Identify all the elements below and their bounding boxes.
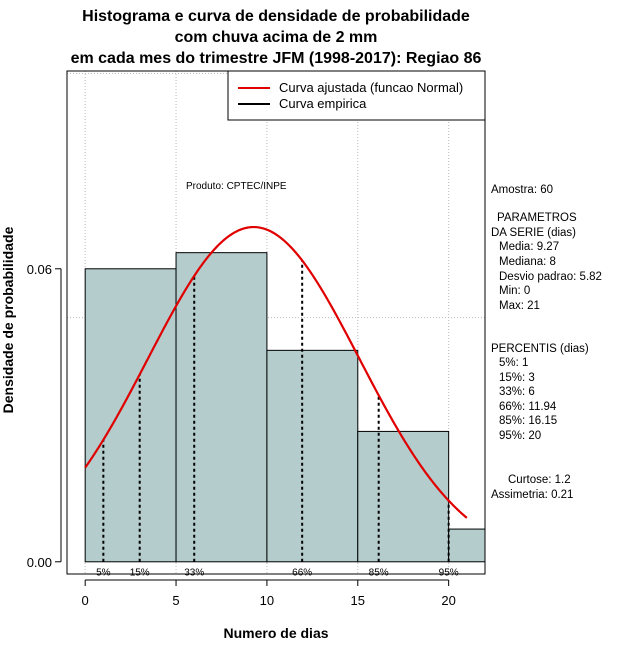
percentile-66: 66%: 11.94 [499,401,557,413]
param-median: Mediana: 8 [499,256,556,268]
histogram-bar [175,252,268,563]
legend-label-normal: Curva ajustada (funcao Normal) [279,80,463,95]
axes: 0 5 10 15 20 0.00 0.06 [27,262,456,608]
percentile-95: 95%: 20 [499,430,541,442]
x-tick-label: 15 [351,593,365,608]
y-tick-label: 0.06 [27,262,52,277]
percentile-33: 33%: 6 [499,386,535,398]
param-sd: Desvio padrao: 5.82 [499,271,602,283]
percentile-lines: 5% 15% 33% 66% 85% 95% [96,260,459,579]
x-tick-label: 0 [82,593,89,608]
histogram-bars [84,252,486,563]
percentile-label: 15% [130,568,150,579]
normal-curve-line [84,225,468,519]
percentile-5: 5%: 1 [499,357,528,369]
percentile-label: 95% [439,568,459,579]
x-axis-title: Numero de dias [223,625,328,641]
legend-box [227,70,486,121]
y-tick-label: 0.00 [27,555,52,570]
x-tick-label: 20 [441,593,455,608]
percentile-label: 85% [369,568,389,579]
percentile-label: 33% [184,568,204,579]
percentile-15: 15%: 3 [499,372,535,384]
histogram-bar [266,349,359,563]
percentis-title: PERCENTIS (dias) [491,343,589,355]
histogram-bar [357,430,450,563]
param-mean: Media: 9.27 [499,241,559,253]
chart-title-line-1: Histograma e curva de densidade de proba… [82,8,470,25]
side-panel: Amostra: 60 PARAMETROS DA SERIE (dias) M… [491,184,602,501]
histogram-bar [84,268,177,563]
x-tick-label: 5 [172,593,179,608]
chart-title-line-3: em cada mes do trimestre JFM (1998-2017)… [71,50,482,67]
histogram-bar [448,528,486,563]
y-axis-title: Densidade de probabilidade [0,226,16,413]
chart-title-line-2: com chuva acima de 2 mm [175,29,378,46]
sample-size: Amostra: 60 [491,184,553,196]
percentile-label: 5% [96,568,111,579]
param-max: Max: 21 [499,300,540,312]
percentile-85: 85%: 16.15 [499,415,557,427]
normal-curve [84,225,468,519]
x-tick-label: 10 [260,593,274,608]
legend-label-empirical: Curva empirica [279,96,367,111]
skewness: Assimetria: 0.21 [491,489,573,501]
params-title-2: DA SERIE (dias) [491,227,576,239]
legend: Curva ajustada (funcao Normal) Curva emp… [227,70,486,121]
param-min: Min: 0 [499,285,530,297]
percentile-label: 66% [292,568,312,579]
product-annotation: Produto: CPTEC/INPE [186,181,287,192]
params-title-1: PARAMETROS [497,212,577,224]
kurtosis: Curtose: 1.2 [508,474,571,486]
